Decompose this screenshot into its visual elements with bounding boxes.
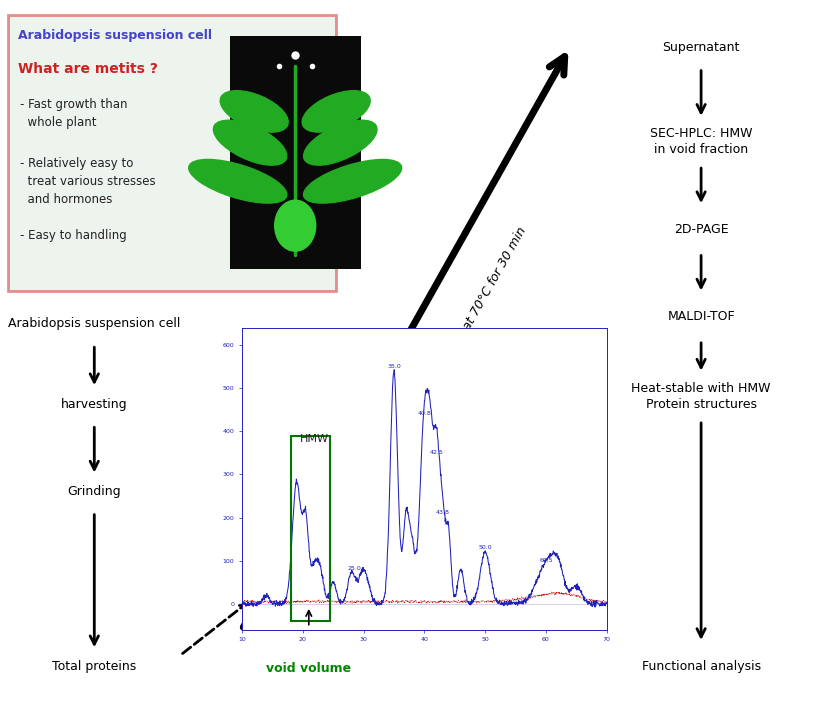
Text: 50.0: 50.0: [477, 545, 491, 550]
Ellipse shape: [274, 200, 315, 251]
Text: MALDI-TOF: MALDI-TOF: [667, 310, 734, 323]
Text: Grinding: Grinding: [67, 485, 121, 498]
Text: - Easy to handling: - Easy to handling: [20, 229, 127, 242]
Text: 40.8: 40.8: [417, 411, 431, 416]
Text: Total proteins: Total proteins: [52, 660, 136, 673]
Ellipse shape: [303, 120, 377, 165]
Ellipse shape: [303, 159, 401, 203]
Text: What are metits ?: What are metits ?: [18, 62, 158, 76]
Text: harvesting: harvesting: [61, 397, 128, 411]
Text: Functional analysis: Functional analysis: [640, 660, 760, 673]
Text: Heat-shock  at 70°C for 30 min: Heat-shock at 70°C for 30 min: [422, 225, 528, 401]
Text: HMW: HMW: [299, 434, 328, 444]
Text: 42.5: 42.5: [429, 450, 443, 455]
Bar: [290, 435, 330, 621]
Text: SEC-HPLC: HMW
in void fraction: SEC-HPLC: HMW in void fraction: [649, 127, 752, 157]
Text: 2D-PAGE: 2D-PAGE: [673, 223, 727, 236]
Ellipse shape: [188, 159, 287, 203]
Text: Arabidopsis suspension cell: Arabidopsis suspension cell: [8, 317, 180, 331]
Text: void volume: void volume: [266, 662, 351, 676]
Ellipse shape: [302, 91, 369, 132]
Ellipse shape: [220, 91, 287, 132]
Text: 35.0: 35.0: [387, 363, 400, 368]
Text: - Fast growth than
  whole plant: - Fast growth than whole plant: [20, 98, 128, 130]
Text: 25.0: 25.0: [347, 566, 361, 571]
Text: Heat-stable with HMW
Protein structures: Heat-stable with HMW Protein structures: [631, 382, 770, 411]
Bar: [8, 15, 336, 291]
Text: 43.8: 43.8: [435, 510, 449, 515]
Text: - Relatively easy to
  treat various stresses
  and hormones: - Relatively easy to treat various stres…: [20, 157, 156, 205]
Bar: [229, 36, 360, 269]
Text: Supernatant: Supernatant: [662, 41, 739, 54]
Text: 60.5: 60.5: [539, 558, 552, 563]
Ellipse shape: [213, 120, 287, 165]
Text: Arabidopsis suspension cell: Arabidopsis suspension cell: [18, 29, 212, 42]
